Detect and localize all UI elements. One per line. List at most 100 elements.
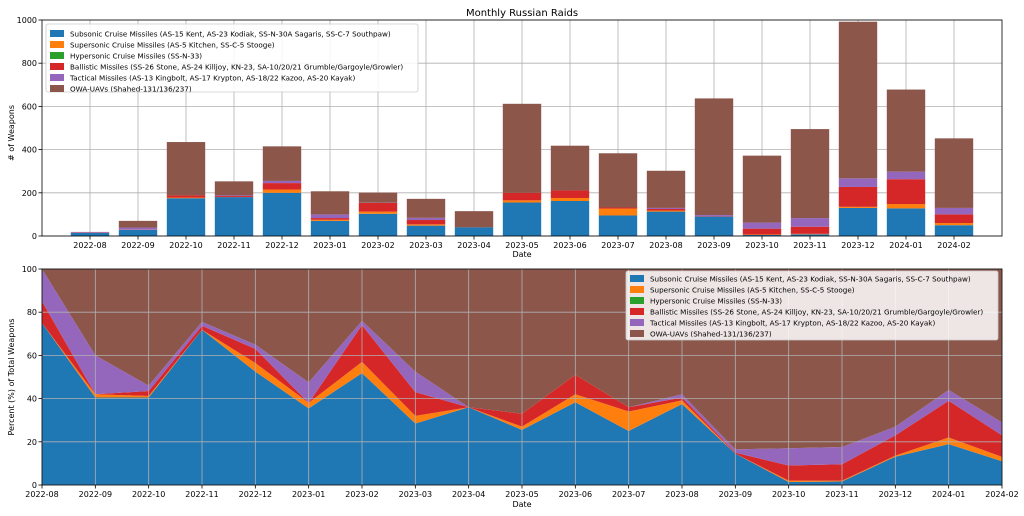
stacked-bar-chart: Monthly Russian Raids Date # of Weapons … [7, 8, 1003, 259]
bar [838, 207, 878, 236]
chart-title: Monthly Russian Raids [466, 8, 578, 19]
bar [502, 192, 542, 201]
bar [406, 217, 446, 221]
bar [646, 207, 686, 209]
bar [742, 228, 782, 235]
x-tick-label: 2023-06 [559, 490, 592, 499]
x-tick-label: 2023-12 [879, 490, 912, 499]
x-tick-label: 2022-11 [217, 241, 250, 250]
x-tick-label: 2022-08 [25, 490, 58, 499]
bar [166, 195, 206, 198]
legend-entry: Tactical Missiles (AS-13 Kingbolt, AS-17… [69, 74, 355, 83]
y-tick-label: 200 [22, 189, 37, 198]
legend-entry: OWA-UAVs (Shahed-131/136/237) [70, 85, 192, 94]
x-tick-label: 2024-02 [937, 241, 970, 250]
x-tick-label: 2024-01 [889, 241, 922, 250]
bar [742, 155, 782, 223]
x-tick-label: 2022-09 [79, 490, 112, 499]
bar [214, 181, 254, 196]
bar [118, 229, 158, 236]
legend-entry: Subsonic Cruise Missiles (AS-15 Kent, AS… [70, 30, 391, 39]
x-tick-label: 2023-01 [292, 490, 325, 499]
bar [934, 138, 974, 208]
bar [358, 211, 398, 214]
bar [598, 208, 638, 216]
x-tick-label: 2023-03 [409, 241, 442, 250]
bar [118, 220, 158, 228]
bar [790, 129, 830, 219]
bar [214, 197, 254, 236]
bar [646, 170, 686, 208]
bar [406, 225, 446, 236]
bar [550, 190, 590, 198]
x-tick-label: 2023-09 [697, 241, 730, 250]
x-tick-label: 2023-08 [665, 490, 698, 499]
x-axis-label: Date [512, 500, 531, 509]
bar [262, 183, 302, 190]
x-tick-label: 2023-07 [612, 490, 645, 499]
x-tick-label: 2023-07 [601, 241, 634, 250]
bar [406, 220, 446, 225]
bar [166, 197, 206, 199]
legend-swatch [630, 319, 644, 326]
bar [838, 178, 878, 187]
y-tick-label: 0 [32, 232, 37, 241]
x-tick-label: 2022-10 [132, 490, 165, 499]
bar [262, 180, 302, 184]
bar [310, 191, 350, 215]
y-tick-label: 60 [27, 351, 37, 360]
legend-swatch [630, 308, 644, 315]
legend-entry: OWA-UAVs (Shahed-131/136/237) [650, 330, 772, 339]
legend-frame [45, 23, 419, 93]
x-tick-label: 2023-05 [505, 241, 538, 250]
bar [118, 227, 158, 230]
x-tick-label: 2023-12 [841, 241, 874, 250]
y-tick-label: 600 [22, 102, 37, 111]
bar [934, 225, 974, 236]
y-tick-label: 20 [27, 438, 37, 447]
bar [886, 208, 926, 236]
bar [262, 189, 302, 193]
legend-swatch [630, 286, 644, 293]
x-tick-label: 2022-08 [73, 241, 106, 250]
bar [550, 197, 590, 202]
bar [70, 232, 110, 236]
legend: Subsonic Cruise Missiles (AS-15 Kent, AS… [625, 270, 999, 341]
x-tick-label: 2023-01 [313, 241, 346, 250]
x-tick-label: 2023-02 [345, 490, 378, 499]
x-tick-label: 2024-02 [985, 490, 1018, 499]
legend-entry: Hypersonic Cruise Missiles (SS-N-33) [650, 297, 782, 306]
bar [694, 215, 734, 217]
bar [646, 210, 686, 212]
legend: Subsonic Cruise Missiles (AS-15 Kent, AS… [45, 23, 419, 94]
legend-swatch [630, 297, 644, 304]
x-tick-label: 2023-09 [719, 490, 752, 499]
bar [646, 211, 686, 236]
x-tick-label: 2022-12 [265, 241, 298, 250]
x-tick-label: 2022-11 [185, 490, 218, 499]
legend-entry: Subsonic Cruise Missiles (AS-15 Kent, AS… [650, 275, 971, 284]
legend-entry: Tactical Missiles (AS-13 Kingbolt, AS-17… [649, 319, 935, 328]
bar [742, 234, 782, 236]
bar [694, 216, 734, 236]
bar [790, 218, 830, 227]
legend-entry: Ballistic Missiles (SS-26 Stone, AS-24 K… [70, 63, 403, 72]
x-tick-label: 2022-09 [121, 241, 154, 250]
legend-swatch [50, 41, 64, 48]
y-tick-label: 800 [22, 59, 37, 68]
bar [310, 219, 350, 221]
legend-swatch [50, 85, 64, 92]
bar [502, 200, 542, 203]
legend-frame [625, 270, 999, 341]
legend-entry: Ballistic Missiles (SS-26 Stone, AS-24 K… [650, 308, 983, 317]
bar [550, 201, 590, 236]
y-axis-label: # of Weapons [7, 105, 16, 161]
bar [406, 198, 446, 218]
x-tick-label: 2024-01 [932, 490, 965, 499]
bar [550, 145, 590, 191]
bar [310, 218, 350, 220]
x-tick-label: 2023-02 [361, 241, 394, 250]
bar [934, 207, 974, 215]
bar [598, 207, 638, 209]
